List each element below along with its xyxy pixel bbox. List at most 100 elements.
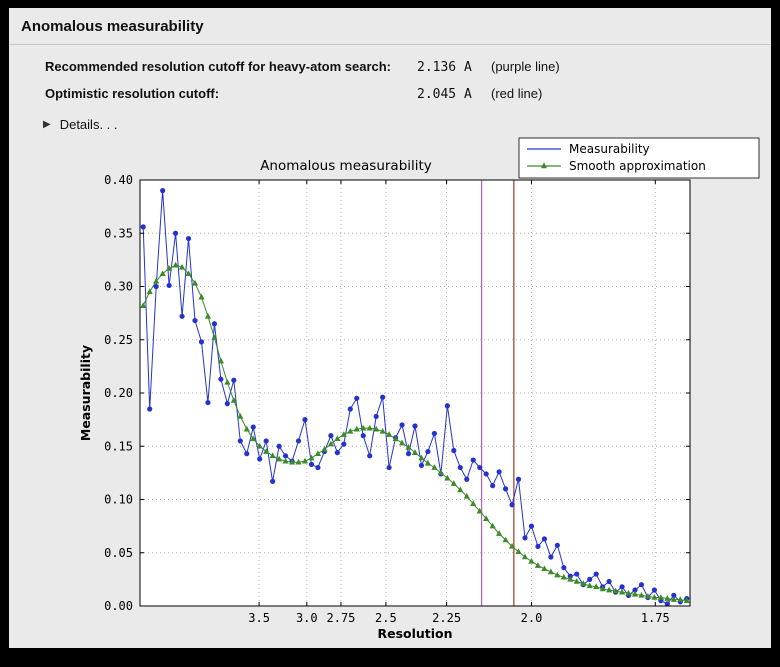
- legend: Measurability Smooth approximation: [518, 137, 760, 179]
- measurability-point: [373, 413, 379, 420]
- smooth-point: [431, 464, 438, 470]
- measurability-point: [192, 317, 198, 324]
- measurability-point: [464, 476, 470, 482]
- x-tick-label: 2.5: [375, 611, 397, 625]
- smooth-point: [288, 458, 296, 465]
- smooth-point: [185, 270, 192, 277]
- measurability-point: [606, 578, 612, 585]
- measurability-point: [483, 471, 489, 477]
- smooth-point: [360, 424, 367, 431]
- measurability-point: [593, 571, 599, 577]
- measurability-point: [244, 451, 250, 457]
- measurability-plot: 0.00 0.05 0.10 0.15 0.20 0.25 0.30 0.35 0.40 3.5 3…: [78, 137, 760, 641]
- measurability-point: [380, 394, 386, 400]
- smooth-point: [586, 582, 593, 589]
- anomalous-measurability-panel: Anomalous measurability Recommended reso…: [9, 8, 771, 648]
- recommended-cutoff-note: (purple line): [491, 59, 560, 74]
- x-tick-label: 2.75: [327, 611, 356, 625]
- smooth-point: [398, 439, 406, 446]
- smooth-point: [508, 542, 516, 549]
- measurability-point: [172, 230, 179, 236]
- smooth-point: [521, 553, 529, 560]
- smooth-point: [528, 557, 535, 564]
- x-tick-label: 3.5: [248, 611, 270, 625]
- measurability-point: [347, 406, 353, 412]
- measurability-point: [561, 565, 567, 571]
- smooth-point: [379, 427, 386, 434]
- smooth-point: [327, 440, 334, 447]
- panel-title: Anomalous measurability: [21, 18, 204, 35]
- measurability-point: [166, 282, 172, 289]
- smooth-point: [373, 425, 380, 432]
- smooth-point: [347, 427, 354, 434]
- measurability-point: [198, 339, 205, 345]
- x-tick-label: 2.0: [521, 611, 543, 625]
- measurability-point: [334, 450, 340, 456]
- measurability-point: [451, 447, 457, 454]
- measurability-point: [263, 438, 269, 444]
- plot-background: [140, 180, 690, 606]
- smooth-point: [418, 454, 425, 461]
- smooth-point: [353, 425, 360, 432]
- smooth-point: [444, 474, 451, 481]
- smooth-point: [366, 424, 373, 431]
- smooth-point: [198, 293, 205, 300]
- measurability-point: [431, 430, 438, 437]
- smooth-point: [593, 583, 600, 590]
- measurability-point: [224, 401, 230, 407]
- y-tick-label: 0.10: [104, 493, 133, 507]
- measurability-point: [211, 321, 218, 327]
- smooth-point: [153, 277, 160, 284]
- measurability-point: [470, 457, 476, 463]
- smooth-point: [612, 587, 619, 594]
- y-tick-label: 0.05: [104, 546, 133, 560]
- optimistic-cutoff-label: Optimistic resolution cutoff:: [45, 86, 220, 101]
- smooth-point: [483, 515, 490, 521]
- smooth-point: [308, 454, 315, 461]
- smooth-point: [146, 288, 153, 295]
- smooth-point: [263, 448, 270, 454]
- recommended-cutoff-value: 2.136 A: [417, 60, 472, 75]
- smooth-point: [276, 455, 283, 462]
- smooth-point: [664, 595, 671, 601]
- measurability-point: [367, 453, 373, 459]
- y-tick-label: 0.20: [104, 386, 133, 400]
- x-axis-label: Resolution: [377, 626, 452, 641]
- optimistic-cutoff-value: 2.045 A: [417, 87, 472, 102]
- smooth-point: [334, 435, 341, 442]
- measurability-point: [360, 433, 366, 439]
- measurability-point: [651, 587, 658, 593]
- measurability-point: [218, 376, 224, 382]
- smooth-point: [340, 431, 347, 437]
- smooth-point: [392, 435, 399, 442]
- measurability-point: [153, 283, 159, 290]
- smooth-point: [237, 413, 244, 419]
- details-disclosure[interactable]: ▶ Details. . .: [43, 117, 153, 132]
- smooth-point: [217, 357, 224, 364]
- smooth-point: [534, 562, 542, 568]
- measurability-point: [425, 448, 431, 455]
- measurability-point: [638, 582, 645, 588]
- smooth-point: [670, 596, 677, 602]
- smooth-point: [250, 435, 257, 442]
- smooth-point: [211, 334, 218, 340]
- measurability-point: [231, 377, 237, 383]
- measurability-point: [541, 536, 548, 542]
- smooth-point: [644, 593, 652, 599]
- smooth-point: [243, 425, 250, 432]
- optimistic-cutoff-note: (red line): [491, 86, 543, 101]
- smooth-point: [573, 578, 580, 584]
- smooth-point: [599, 585, 606, 592]
- smooth-point: [496, 530, 503, 536]
- smooth-point: [618, 588, 626, 595]
- smooth-point: [256, 442, 263, 449]
- smooth-point: [140, 302, 147, 308]
- smooth-point: [166, 264, 173, 271]
- smooth-point: [411, 449, 419, 455]
- measurability-point: [405, 451, 412, 457]
- smooth-point: [269, 452, 276, 459]
- measurability-point: [295, 438, 302, 444]
- recommended-cutoff-label: Recommended resolution cutoff for heavy-…: [45, 59, 392, 74]
- smooth-point: [159, 270, 166, 277]
- measurability-point: [502, 486, 509, 492]
